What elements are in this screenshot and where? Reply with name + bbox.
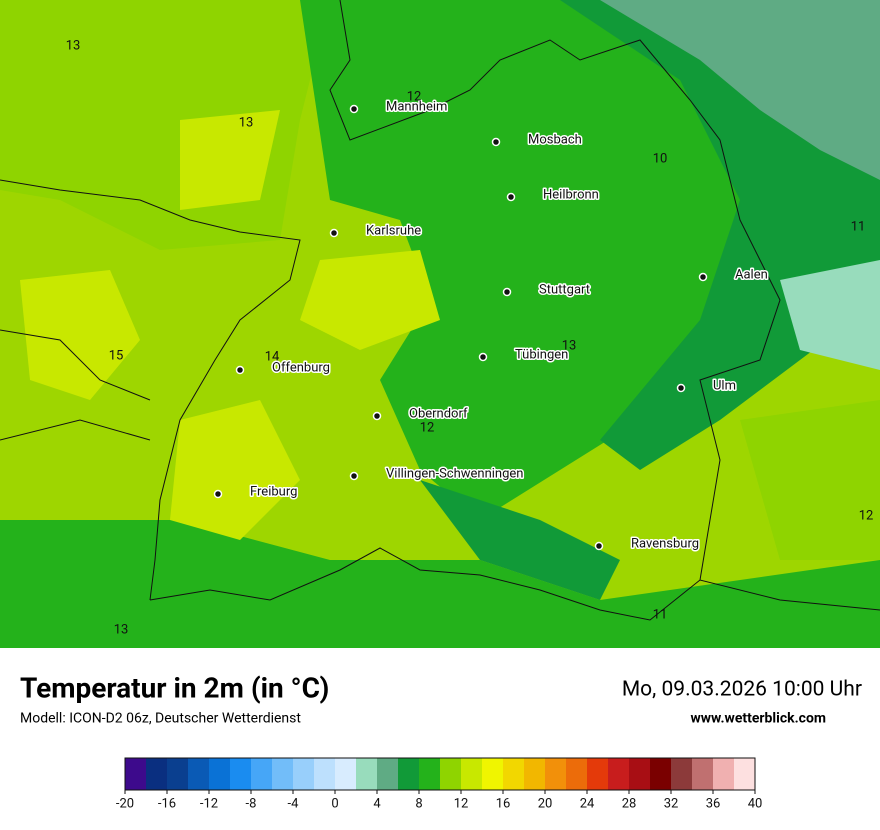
city-dot <box>213 489 223 499</box>
city-label: Villingen-Schwenningen <box>386 466 523 481</box>
legend-swatch <box>524 758 546 790</box>
map-field <box>0 0 880 648</box>
legend-frame <box>124 757 756 791</box>
legend-swatch <box>335 758 357 790</box>
legend-swatch <box>251 758 273 790</box>
legend-swatch <box>440 758 462 790</box>
city-dot <box>491 137 501 147</box>
city-label: Stuttgart <box>539 282 590 297</box>
city-dot <box>372 411 382 421</box>
city-dot <box>329 228 339 238</box>
city-label: Offenburg <box>272 360 330 375</box>
legend-tick-label: 20 <box>538 796 553 811</box>
legend-swatch <box>608 758 630 790</box>
city-dot <box>349 471 359 481</box>
legend-tick-label: 32 <box>664 796 679 811</box>
contour-label: 13 <box>66 38 81 53</box>
legend-swatch <box>692 758 714 790</box>
city-dot <box>502 287 512 297</box>
city-label: Oberndorf <box>409 406 468 421</box>
legend-swatch <box>461 758 483 790</box>
contour-label: 11 <box>653 607 668 622</box>
contour-label: 15 <box>109 348 124 363</box>
city-label: Karlsruhe <box>366 223 421 238</box>
subtitle: Modell: ICON-D2 06z, Deutscher Wetterdie… <box>20 711 301 727</box>
contour-label: 12 <box>420 420 435 435</box>
city-dot <box>698 272 708 282</box>
legend-swatch <box>272 758 294 790</box>
legend-swatch <box>419 758 441 790</box>
legend-swatch <box>713 758 735 790</box>
city-label: Aalen <box>735 267 768 282</box>
legend-swatch <box>566 758 588 790</box>
legend-tick-label: 8 <box>415 796 422 811</box>
city-label: Ravensburg <box>631 536 699 551</box>
legend-swatch <box>587 758 609 790</box>
contour-label: 13 <box>562 338 577 353</box>
city-label: Mannheim <box>386 99 447 114</box>
legend-tick-label: 16 <box>496 796 511 811</box>
legend-swatch <box>629 758 651 790</box>
legend-tick-label: 40 <box>748 796 763 811</box>
legend-swatch <box>146 758 168 790</box>
city-label: Heilbronn <box>543 187 599 202</box>
contour-label: 12 <box>859 508 874 523</box>
city-dot <box>235 365 245 375</box>
legend-swatch <box>230 758 252 790</box>
legend-tick-label: 4 <box>373 796 381 811</box>
city-label: Ulm <box>713 378 736 393</box>
legend-tick-label: 12 <box>454 796 469 811</box>
city-dot <box>478 352 488 362</box>
legend-tick-label: -16 <box>158 796 176 811</box>
website: www.wetterblick.com <box>690 711 826 727</box>
contour-label: 13 <box>239 115 254 130</box>
legend-swatch <box>209 758 231 790</box>
legend-swatch <box>125 758 147 790</box>
legend-swatch <box>293 758 315 790</box>
legend-swatch <box>398 758 420 790</box>
legend-swatch <box>734 758 756 790</box>
legend-tick-label: 36 <box>706 796 721 811</box>
legend-tick-label: 0 <box>331 796 338 811</box>
legend-tick-label: -4 <box>288 796 300 811</box>
legend-swatch <box>167 758 189 790</box>
legend-swatch <box>671 758 693 790</box>
city-dot <box>594 541 604 551</box>
city-label: Mosbach <box>528 132 582 147</box>
city-label: Freiburg <box>250 484 297 499</box>
legend-tick-label: -20 <box>116 796 134 811</box>
legend-tick-label: 28 <box>622 796 637 811</box>
contour-label: 13 <box>114 622 129 637</box>
contour-label: 14 <box>265 349 280 364</box>
contour-label: 10 <box>653 151 668 166</box>
city-dot <box>349 104 359 114</box>
legend-swatch <box>545 758 567 790</box>
legend-swatch <box>482 758 504 790</box>
legend-tick-label: 24 <box>580 796 595 811</box>
city-dot <box>676 383 686 393</box>
legend-swatch <box>314 758 336 790</box>
title: Temperatur in 2m (in °C) <box>20 671 329 704</box>
legend-tick-label: -12 <box>200 796 218 811</box>
city-dot <box>506 192 516 202</box>
legend-swatch <box>503 758 525 790</box>
legend-swatch <box>188 758 210 790</box>
contour-label: 11 <box>851 219 866 234</box>
contour-label: 12 <box>407 89 422 104</box>
datetime: Mo, 09.03.2026 10:00 Uhr <box>622 678 862 702</box>
legend-swatch <box>356 758 378 790</box>
legend-tick-label: -8 <box>246 796 257 811</box>
legend-swatch <box>377 758 399 790</box>
city-label: Tübingen <box>515 347 568 362</box>
legend-swatch <box>650 758 672 790</box>
